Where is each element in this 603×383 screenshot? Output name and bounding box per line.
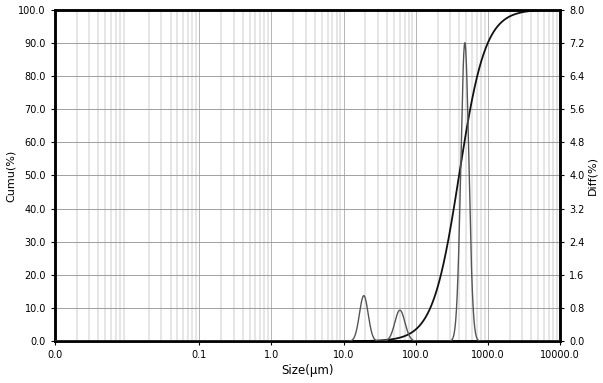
Y-axis label: Cumu(%): Cumu(%) [5,149,16,201]
Y-axis label: Diff(%): Diff(%) [587,156,598,195]
X-axis label: Size(μm): Size(μm) [281,365,333,377]
